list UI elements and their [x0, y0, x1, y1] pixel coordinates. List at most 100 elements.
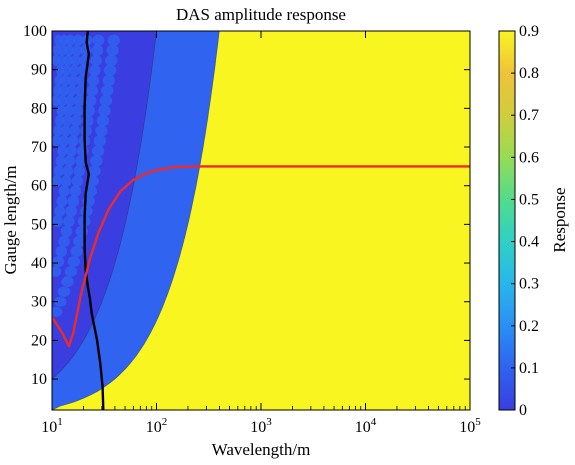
sidelobe-cell — [65, 34, 75, 46]
sidelobe-cell — [98, 105, 111, 117]
sidelobe-cell — [52, 266, 62, 277]
chart-title: DAS amplitude response — [176, 5, 346, 24]
colorbar-tick-label: 0.9 — [519, 23, 539, 40]
sidelobe-cell — [57, 145, 68, 157]
sidelobe-cell — [60, 125, 71, 137]
sidelobe-cell — [72, 105, 84, 117]
sidelobe-cell — [55, 115, 65, 127]
sidelobe-cell — [70, 54, 81, 67]
sidelobe-cell — [107, 34, 121, 46]
sidelobe-cell — [59, 34, 69, 46]
sidelobe-cell — [58, 44, 67, 56]
sidelobe-cell — [53, 84, 62, 97]
sidelobe-cell — [69, 125, 81, 137]
sidelobe-cell — [52, 175, 62, 187]
y-axis: 10 20 30 40 50 60 70 80 90 100 — [23, 23, 470, 388]
series-line — [83, 31, 105, 410]
sidelobe-cell — [63, 54, 73, 67]
sidelobe-cell — [69, 185, 82, 197]
sidelobe-cell — [60, 225, 73, 237]
sidelobe-cell — [75, 84, 86, 97]
colorbar-tick-label: 0.8 — [519, 65, 539, 82]
sidelobe-cell — [62, 115, 73, 127]
x-tick-label: 103 — [250, 416, 272, 436]
sidelobe-cell — [80, 125, 92, 137]
sidelobe-cell — [71, 175, 84, 187]
sidelobe-cell — [90, 54, 102, 67]
sidelobe-cell — [84, 94, 97, 107]
colorbar-tick-label: 0 — [519, 402, 527, 419]
colorbar-tick-label: 0.1 — [519, 360, 539, 377]
sidelobe-cell — [55, 245, 68, 257]
series-line — [52, 165, 470, 348]
sidelobe-cell — [62, 64, 72, 77]
sidelobe-cell — [56, 195, 68, 207]
sidelobe-cell — [101, 84, 114, 97]
sidelobe-cell — [52, 306, 63, 317]
sidelobe-cell — [96, 115, 110, 127]
sidelobe-cell — [92, 34, 105, 46]
sidelobe-cell — [58, 185, 70, 197]
sidelobe-cell — [70, 245, 83, 257]
sidelobe-cell — [91, 44, 104, 56]
sidelobe-cell — [80, 205, 93, 217]
sidelobe-cell — [86, 84, 98, 97]
sidelobe-cell — [75, 155, 87, 167]
colorbar-tick-label: 0.6 — [519, 149, 539, 166]
sidelobe-cell — [59, 84, 69, 97]
sidelobe-cell — [99, 94, 113, 107]
sidelobe-cell — [53, 165, 64, 177]
sidelobe-cell — [52, 256, 65, 267]
colorbar-tick-label: 0.7 — [519, 107, 539, 124]
sidelobe-cell — [63, 215, 75, 227]
sidelobe-cell — [75, 225, 89, 237]
sidelobe-cell — [77, 145, 89, 157]
sidelobe-cell — [102, 74, 115, 87]
y-axis-label: Gauge length/m — [1, 165, 20, 274]
y-tick-label: 90 — [31, 62, 47, 79]
colorbar-tick-label: 0.2 — [519, 318, 539, 335]
sidelobe-cell — [69, 64, 80, 77]
sidelobe-cell — [59, 135, 69, 147]
sidelobe-cell — [54, 34, 63, 46]
sidelobe-cell — [67, 256, 81, 267]
sidelobe-cell — [90, 155, 103, 167]
sidelobe-cell — [73, 235, 86, 247]
sidelobe-cell — [65, 205, 77, 217]
sidelobe-cell — [73, 94, 85, 107]
sidelobe-cell — [63, 105, 74, 117]
sidelobe-cell — [57, 94, 68, 107]
sidelobe-cell — [52, 215, 63, 227]
sidelobe-cell — [70, 115, 82, 127]
sidelobe-cell — [56, 105, 66, 117]
sidelobe-cell — [103, 64, 117, 77]
sidelobe-cell — [95, 125, 108, 137]
sidelobe-cell — [66, 84, 77, 97]
x-axis-label: Wavelength/m — [212, 440, 311, 459]
colorbar-tick-label: 0.3 — [519, 276, 539, 293]
colorbar-gradient — [498, 30, 516, 411]
sidelobe-cell — [64, 155, 76, 167]
sidelobe-cell — [65, 94, 76, 107]
response-lobes — [52, 34, 121, 317]
sidelobe-cell — [67, 135, 79, 147]
y-tick-label: 10 — [31, 371, 47, 388]
sidelobe-cell — [57, 286, 71, 297]
sidelobe-cell — [53, 125, 63, 137]
series-lines — [52, 31, 470, 410]
colorbar-label: Response — [550, 187, 569, 252]
colorbar-ticks: 0 0.1 0.2 0.3 0.4 0.5 0.6 0.7 0.8 0.9 — [511, 23, 539, 419]
y-tick-label: 60 — [31, 178, 47, 195]
y-tick-label: 100 — [23, 23, 47, 40]
colorbar-tick-label: 0.4 — [519, 234, 539, 251]
response-heatmap — [52, 31, 470, 410]
sidelobe-cell — [52, 94, 61, 107]
sidelobe-cell — [87, 74, 100, 87]
y-tick-label: 70 — [31, 139, 47, 156]
sidelobe-cell — [55, 155, 66, 167]
sidelobe-cell — [64, 266, 78, 277]
sidelobe-cell — [57, 54, 66, 67]
sidelobe-cell — [66, 145, 77, 157]
y-tick-label: 50 — [31, 216, 47, 233]
